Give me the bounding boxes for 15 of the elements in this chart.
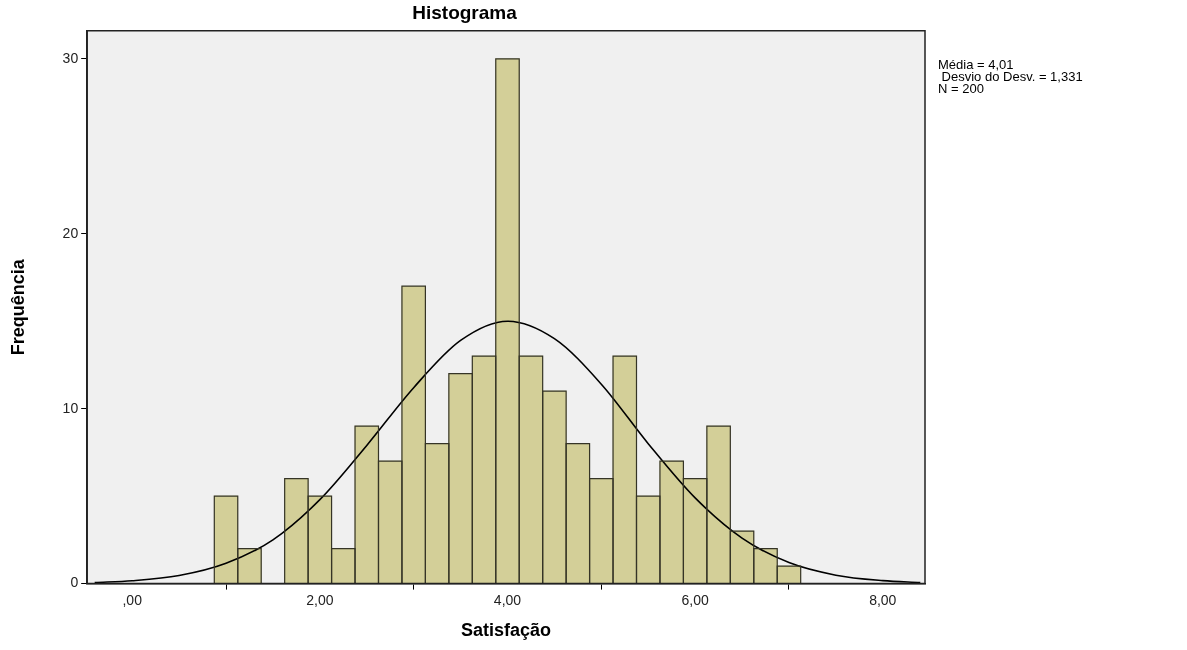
y-tick-label: 10: [62, 399, 79, 416]
text: N = 200: [938, 80, 984, 96]
x-tick-label: 8,00: [869, 591, 897, 608]
y-tick-label: 30: [62, 49, 79, 66]
x-tick-label: ,00: [122, 591, 143, 608]
line-series: [93, 320, 922, 584]
x-tick-label: 4,00: [493, 591, 522, 608]
y-axis-title: Frequência: [7, 258, 28, 356]
text: Média = 4,01: [938, 56, 1014, 72]
x-tick-label: 6,00: [681, 591, 709, 608]
y-tick-label: 0: [70, 574, 79, 591]
x-axis-title: Satisfação: [461, 620, 552, 641]
chart-title: Histograma: [412, 1, 518, 23]
x-tick-label: 2,00: [306, 591, 334, 608]
y-tick-label: 20: [62, 224, 79, 241]
